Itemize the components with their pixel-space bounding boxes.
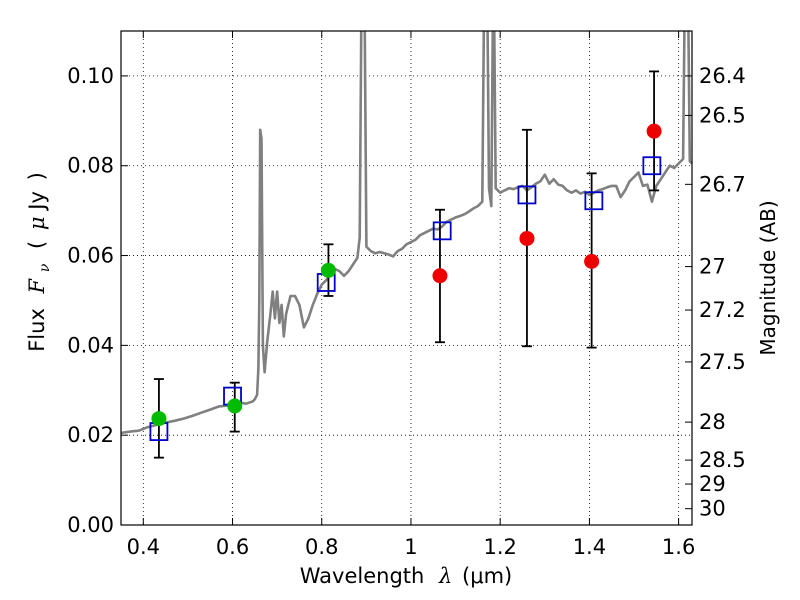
magnitude-tick-label: 27.5 bbox=[699, 350, 746, 374]
x-tick-label: 1.2 bbox=[483, 535, 516, 559]
magnitude-tick-label: 30 bbox=[699, 497, 726, 521]
grid-lines bbox=[121, 31, 692, 525]
x-tick-label: 0.4 bbox=[127, 535, 160, 559]
magnitude-tick-label: 26.5 bbox=[699, 103, 746, 127]
y-tick-label: 0.00 bbox=[67, 513, 114, 537]
magnitude-tick-label: 29 bbox=[699, 472, 726, 496]
model-photometry-boxes bbox=[149, 156, 662, 441]
data-point bbox=[227, 398, 243, 414]
data-point bbox=[320, 262, 336, 278]
data-point bbox=[646, 123, 662, 139]
y-axis-label: Flux F ν ( μ Jy ) bbox=[25, 172, 54, 352]
magnitude-tick-label: 28 bbox=[699, 410, 726, 434]
right-axis-label: Magnitude (AB) bbox=[756, 200, 780, 355]
magnitude-tick-label: 26.4 bbox=[699, 64, 746, 88]
x-tick-label: 1.6 bbox=[662, 535, 695, 559]
magnitude-tick-label: 27 bbox=[699, 255, 726, 279]
y-tick-label: 0.08 bbox=[67, 154, 114, 178]
y-tick-label: 0.02 bbox=[67, 423, 114, 447]
x-axis-label: Wavelength λ (μm) bbox=[300, 564, 512, 588]
magnitude-tick-label: 27.2 bbox=[699, 298, 746, 322]
magnitude-tick-label: 26.7 bbox=[699, 172, 746, 196]
model-box-marker bbox=[642, 156, 662, 176]
x-tick-label: 1 bbox=[404, 535, 417, 559]
data-point bbox=[432, 268, 448, 284]
model-box-marker bbox=[432, 221, 452, 241]
x-tick-label: 0.6 bbox=[216, 535, 249, 559]
x-tick-label: 0.8 bbox=[305, 535, 338, 559]
plot-frame bbox=[120, 30, 693, 526]
data-point bbox=[519, 230, 535, 246]
data-point bbox=[151, 411, 167, 427]
data-point bbox=[584, 253, 600, 269]
error-bars bbox=[153, 70, 660, 459]
y-tick-label: 0.10 bbox=[67, 64, 114, 88]
y-tick-label: 0.04 bbox=[67, 333, 114, 357]
y-tick-label: 0.06 bbox=[67, 244, 114, 268]
model-spectrum bbox=[121, 31, 692, 435]
model-spectrum-line bbox=[121, 31, 692, 435]
x-tick-label: 1.4 bbox=[573, 535, 606, 559]
model-box-marker bbox=[517, 185, 537, 205]
model-box-marker bbox=[584, 191, 604, 211]
observed-photometry-points bbox=[151, 123, 662, 427]
magnitude-tick-label: 28.5 bbox=[699, 448, 746, 472]
y-axis-ticks: 0.00 0.02 0.04 0.06 0.08 0.10 bbox=[67, 64, 128, 537]
x-axis-ticks: 0.4 0.6 0.8 1 1.2 1.4 1.6 bbox=[127, 31, 695, 559]
